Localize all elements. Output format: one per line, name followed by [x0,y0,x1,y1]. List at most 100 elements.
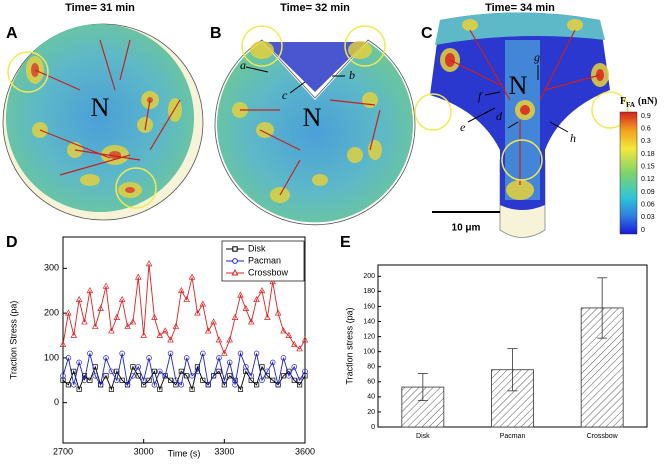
marker [205,382,211,388]
y-tick-label: 300 [44,263,59,273]
x-tick-label: 3000 [134,446,154,456]
marker [221,377,228,384]
marker [65,382,71,388]
annotation: d [496,109,503,123]
marker [108,327,115,334]
panel-title: Time= 31 min [65,2,135,14]
marker [146,355,152,361]
marker [301,336,309,343]
marker [129,318,137,325]
marker [290,340,298,347]
marker [243,364,249,370]
y-tick-label: 100 [363,348,375,355]
marker [130,373,136,379]
marker [242,304,250,312]
legend-label: Crossbow [248,267,289,277]
marker [259,364,265,370]
colorbar-tick-label: 0 [641,227,645,234]
marker [135,273,142,280]
marker [156,331,164,338]
y-tick-label: 120 [363,333,375,340]
marker [108,386,114,392]
x-tick-label: 3300 [214,446,234,456]
marker [200,350,206,357]
marker [103,373,109,379]
marker [151,368,157,374]
marker [81,377,88,384]
marker [108,368,115,375]
marker [254,382,260,388]
colorbar-tick-label: 0.12 [641,176,655,183]
colorbar-label: FFA (nN) [620,96,657,108]
marker [227,373,233,379]
marker [65,309,72,316]
marker [253,350,260,357]
annotation: f [478,89,483,103]
y-tick-label: 160 [363,303,375,310]
colorbar-tick-label: 0.09 [641,189,655,196]
marker [188,273,196,280]
x-tick-label: Pacman [500,433,526,440]
marker [167,350,174,357]
marker [247,318,255,325]
legend-label: Pacman [248,255,281,265]
marker [280,327,287,334]
marker [76,386,82,392]
y-tick-label: 180 [363,288,375,295]
marker [124,322,131,329]
marker [65,355,72,361]
marker [87,350,93,357]
marker [291,377,297,383]
marker [178,287,185,294]
colorbar-tick-label: 0.15 [641,164,655,171]
x-tick-label: 2700 [53,446,73,456]
colorbar-tick-label: 0.9 [641,113,651,120]
marker [146,377,152,383]
marker [113,313,121,320]
y-tick-label: 100 [44,352,59,362]
marker [75,295,83,303]
colorbar-tick-label: 0.06 [641,202,655,209]
marker [248,373,254,379]
marker [221,349,228,356]
marker [124,382,131,388]
cell-image-b [214,25,416,226]
panel-title: Time= 32 min [280,2,350,14]
marker [274,309,282,316]
annotation: b [349,68,355,82]
nucleus-label: N [509,71,528,100]
marker [151,313,158,320]
marker [70,331,78,338]
marker [216,355,222,361]
marker [157,386,163,392]
colorbar-tick-label: 0.3 [641,138,651,145]
annotation: h [570,131,576,145]
y-axis-label: Traction stress (pa) [344,307,354,384]
marker [87,377,93,383]
annotation: e [460,120,466,134]
scale-bar-label: 10 μm [452,223,481,234]
marker [145,260,153,267]
x-tick-label: Crossbow [587,433,619,440]
colorbar-tick-label: 0.18 [641,151,655,158]
panel-letter: A [6,25,18,42]
marker [237,350,244,357]
marker [103,355,109,361]
marker [200,377,206,383]
marker [178,382,185,388]
marker [264,313,271,320]
legend-marker [232,258,238,264]
marker [204,327,212,334]
marker [172,322,180,329]
marker [183,295,190,303]
marker [135,364,142,370]
marker [264,368,271,375]
marker [258,287,266,294]
colorbar-unit: (nN) [638,96,657,107]
marker [237,386,244,392]
marker [59,340,67,347]
marker [76,359,82,366]
panel-letter: B [210,25,222,42]
marker [269,359,276,366]
